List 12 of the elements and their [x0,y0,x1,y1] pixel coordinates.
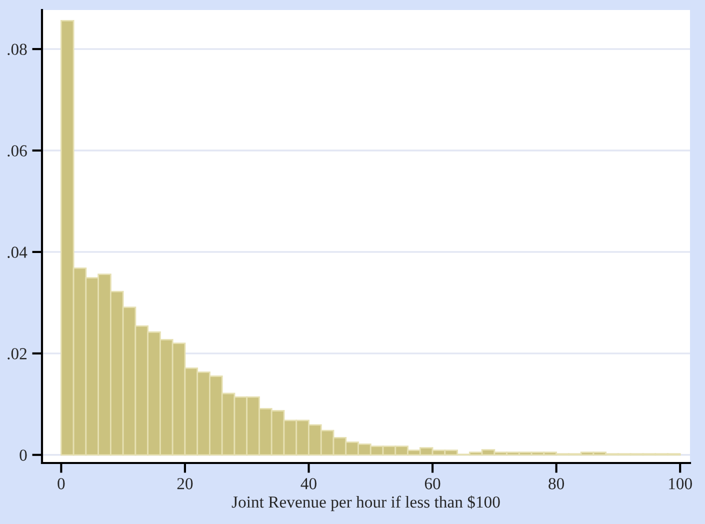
y-tick-label: 0 [20,450,27,461]
y-tick-label: .04 [8,246,28,258]
x-tick-label: 40 [300,478,316,490]
y-tick-label: .02 [8,348,26,360]
y-tick-label: .08 [8,44,27,56]
x-tick-label: 80 [548,478,564,490]
x-tick-label: 20 [177,478,193,490]
x-axis-title: Joint Revenue per hour if less than $100 [232,495,500,512]
x-tick-label: 0 [58,478,65,490]
x-tick-label: 60 [424,478,440,490]
x-tick-label: 100 [669,478,692,490]
y-tick-label: .06 [8,145,27,157]
